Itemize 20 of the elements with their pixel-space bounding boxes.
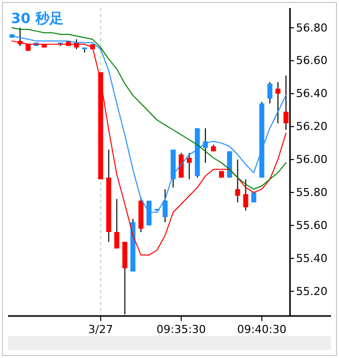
x-tick-label: 09:35:30: [156, 323, 206, 336]
x-tick-label: 09:40:30: [237, 323, 287, 336]
y-tick-label: 56.20: [296, 120, 328, 134]
candlestick: [243, 178, 248, 212]
y-tick-label: 56.60: [296, 54, 328, 68]
candlestick: [186, 152, 192, 180]
chart-title: 30 秒足: [11, 11, 64, 27]
y-tick-label: 55.40: [296, 252, 328, 265]
y-tick-label: 56.80: [296, 21, 328, 34]
candlestick: [235, 159, 240, 203]
x-tick-label: 3/27: [88, 323, 114, 336]
candlestick: [275, 82, 280, 124]
y-tick-label: 55.20: [296, 284, 328, 298]
y-tick-label: 55.80: [296, 186, 328, 199]
candlestick: [267, 82, 272, 104]
candlestick: [162, 188, 168, 223]
y-tick-label: 56.40: [296, 87, 328, 100]
y-tick-label: 55.60: [296, 218, 328, 232]
candlestick: [114, 198, 120, 249]
y-tick-label: 56.00: [296, 153, 328, 166]
